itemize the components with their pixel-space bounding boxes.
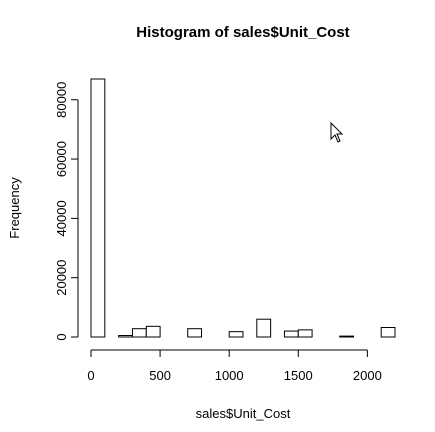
y-tick-label: 40000 (54, 200, 69, 236)
x-tick-label: 1500 (284, 368, 313, 383)
x-tick-label: 500 (149, 368, 171, 383)
bar (339, 335, 355, 338)
bar (187, 328, 203, 338)
bar (131, 328, 147, 338)
bar (297, 329, 313, 338)
mouse-cursor (330, 121, 344, 143)
y-axis-label: Frequency (7, 177, 22, 239)
bar (145, 325, 161, 338)
x-tick-label: 0 (87, 368, 94, 383)
chart-title: Histogram of sales$Unit_Cost (136, 24, 349, 41)
bar (228, 331, 244, 338)
x-tick-label: 1000 (215, 368, 244, 383)
y-tick-label: 80000 (54, 82, 69, 118)
x-tick-label: 2000 (353, 368, 382, 383)
bar (90, 78, 106, 338)
y-tick-label: 20000 (54, 260, 69, 296)
y-tick-label: 0 (54, 333, 69, 340)
x-axis-label: sales$Unit_Cost (196, 406, 291, 421)
bar (118, 335, 133, 338)
y-tick-label: 60000 (54, 141, 69, 177)
bar (256, 318, 272, 338)
bar (380, 327, 396, 338)
bar (283, 330, 299, 338)
